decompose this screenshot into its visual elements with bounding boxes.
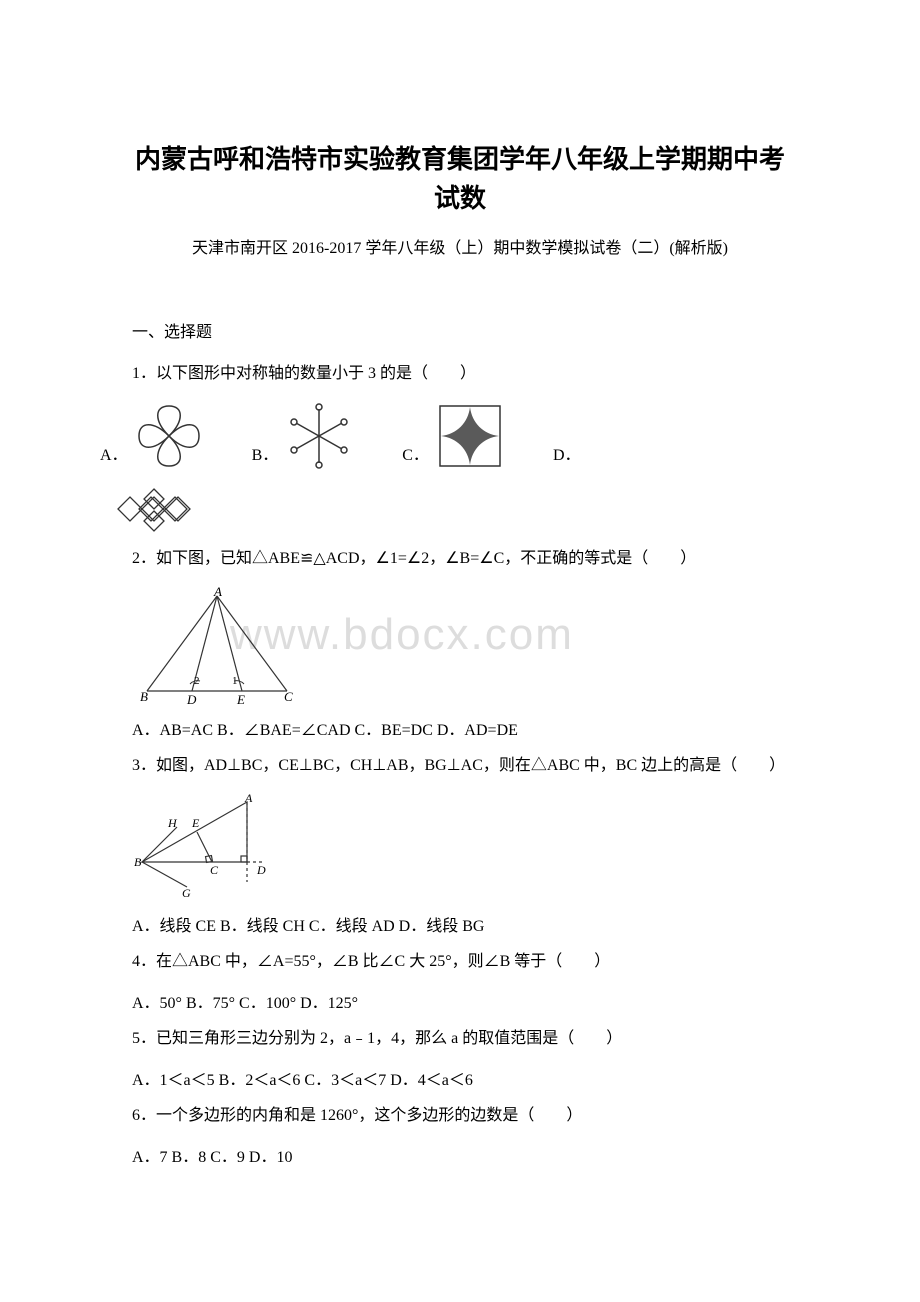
svg-text:A: A (213, 586, 222, 599)
question-1-options: A． B． (100, 401, 820, 471)
q1-option-a: A． (100, 401, 204, 471)
svg-text:H: H (167, 816, 178, 830)
question-2-text: 2．如下图，已知△ABE≌△ACD，∠1=∠2，∠B=∠C，不正确的等式是（ ） (100, 545, 820, 574)
question-5-text: 5．已知三角形三边分别为 2，a﹣1，4，那么 a 的取值范围是（ ） (100, 1025, 820, 1054)
svg-text:D: D (186, 692, 197, 706)
question-2-answers: A．AB=AC B．∠BAE=∠CAD C．BE=DC D．AD=DE (100, 716, 820, 740)
svg-text:B: B (134, 855, 142, 869)
svg-text:A: A (244, 792, 253, 805)
option-b-label: B． (252, 441, 279, 471)
svg-text:D: D (256, 863, 266, 877)
section-header: 一、选择题 (100, 318, 820, 342)
question-6-answers: A．7 B．8 C．9 D．10 (100, 1143, 820, 1167)
option-c-label: C． (402, 441, 429, 471)
svg-text:C: C (284, 689, 293, 704)
svg-text:E: E (236, 692, 245, 706)
svg-text:G: G (182, 886, 191, 900)
option-d-label: D． (553, 441, 581, 471)
triangle-abe-acd-icon: A B C D E 2 1 (132, 586, 302, 706)
q2-figure: A B C D E 2 1 (132, 586, 820, 706)
main-title: 内蒙古呼和浩特市实验教育集团学年八年级上学期期中考 试数 (100, 140, 820, 218)
question-5-answers: A．1＜a＜5 B．2＜a＜6 C．3＜a＜7 D．4＜a＜6 (100, 1066, 820, 1090)
question-4-text: 4．在△ABC 中，∠A=55°，∠B 比∠C 大 25°，则∠B 等于（ ） (100, 948, 820, 977)
question-4-answers: A．50° B．75° C．100° D．125° (100, 989, 820, 1013)
q1-option-c: C． (402, 401, 505, 471)
q1-option-d-figure (108, 483, 820, 535)
question-1-text: 1．以下图形中对称轴的数量小于 3 的是（ ） (100, 360, 820, 389)
star-square-icon (435, 401, 505, 471)
document-content: 内蒙古呼和浩特市实验教育集团学年八年级上学期期中考 试数 天津市南开区 2016… (100, 140, 820, 1167)
question-3-text: 3．如图，AD⊥BC，CE⊥BC，CH⊥AB，BG⊥AC，则在△ABC 中，BC… (100, 752, 820, 781)
q3-figure: A B C D E H G (132, 792, 820, 902)
option-a-label: A． (100, 441, 128, 471)
question-3-answers: A．线段 CE B．线段 CH C．线段 AD D．线段 BG (100, 912, 820, 936)
question-6-text: 6．一个多边形的内角和是 1260°，这个多边形的边数是（ ） (100, 1102, 820, 1131)
title-line-2: 试数 (100, 179, 820, 218)
triangle-heights-icon: A B C D E H G (132, 792, 282, 902)
svg-text:C: C (210, 863, 219, 877)
diamond-pattern-icon (108, 483, 258, 535)
flower-icon (134, 401, 204, 471)
svg-text:B: B (140, 689, 148, 704)
svg-text:E: E (191, 816, 200, 830)
subtitle: 天津市南开区 2016-2017 学年八年级（上）期中数学模拟试卷（二）(解析版… (100, 234, 820, 258)
snowflake-icon (284, 401, 354, 471)
title-line-1: 内蒙古呼和浩特市实验教育集团学年八年级上学期期中考 (100, 140, 820, 179)
q1-option-d: D． (553, 441, 581, 471)
q1-option-b: B． (252, 401, 355, 471)
